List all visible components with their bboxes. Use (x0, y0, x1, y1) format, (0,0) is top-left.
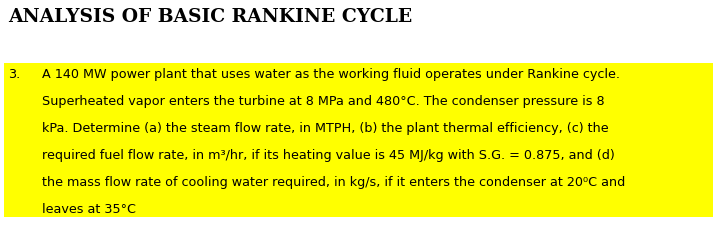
Text: A 140 MW power plant that uses water as the working fluid operates under Rankine: A 140 MW power plant that uses water as … (42, 68, 620, 81)
Text: Superheated vapor enters the turbine at 8 MPa and 480°C. The condenser pressure : Superheated vapor enters the turbine at … (42, 95, 604, 108)
Bar (4, 63, 713, 217)
Text: 3.: 3. (8, 68, 20, 81)
Text: leaves at 35°C: leaves at 35°C (42, 203, 136, 216)
Text: ANALYSIS OF BASIC RANKINE CYCLE: ANALYSIS OF BASIC RANKINE CYCLE (8, 8, 412, 26)
Text: the mass flow rate of cooling water required, in kg/s, if it enters the condense: the mass flow rate of cooling water requ… (42, 176, 625, 189)
Text: required fuel flow rate, in m³/hr, if its heating value is 45 MJ/kg with S.G. = : required fuel flow rate, in m³/hr, if it… (42, 149, 614, 162)
Text: kPa. Determine (a) the steam flow rate, in MTPH, (b) the plant thermal efficienc: kPa. Determine (a) the steam flow rate, … (42, 122, 609, 135)
